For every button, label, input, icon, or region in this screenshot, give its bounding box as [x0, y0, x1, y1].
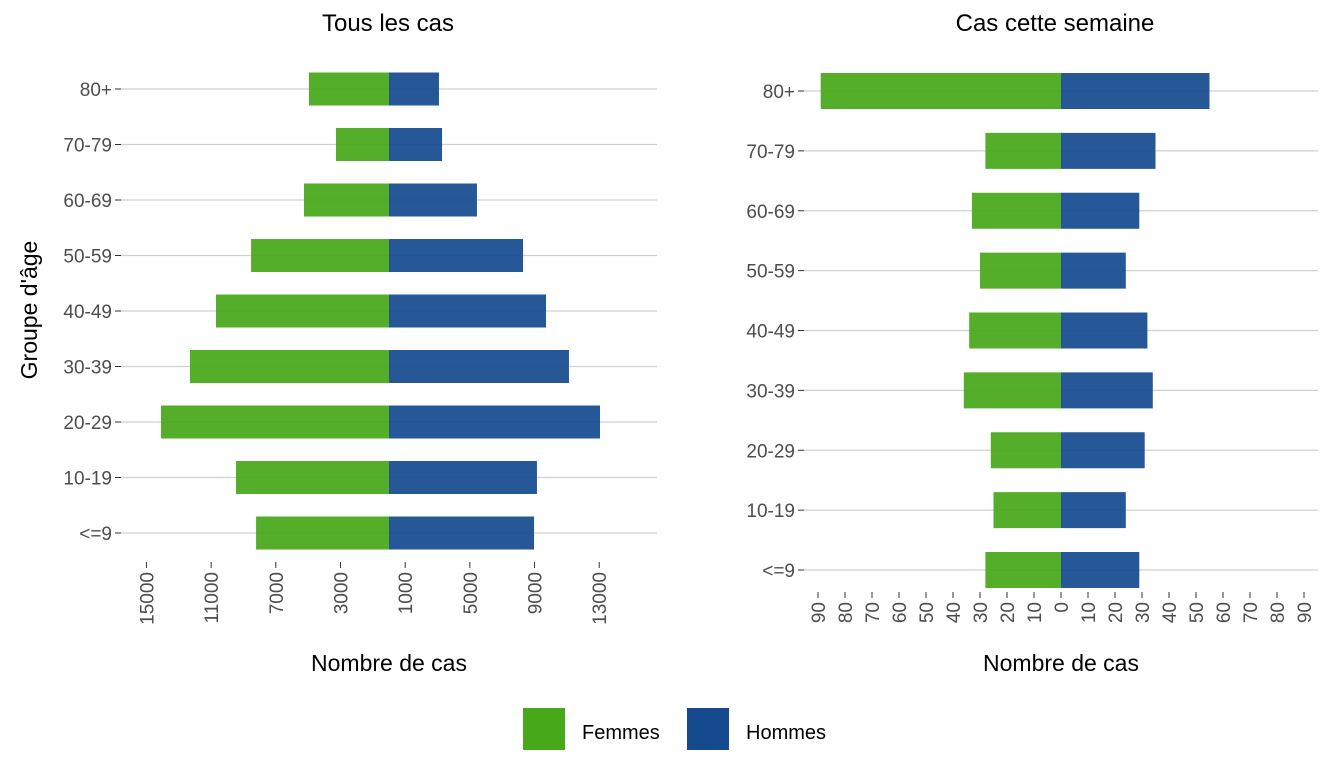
y-tick-label: 80+	[763, 82, 795, 103]
bar-hommes-40-49	[1061, 312, 1148, 349]
bar-hommes-30-39	[389, 350, 569, 383]
bar-hommes-30-39	[1061, 372, 1153, 409]
x-tick-label: 5000	[461, 572, 482, 614]
bar-femmes-40-49	[969, 312, 1061, 349]
bar-femmes-<=9	[985, 552, 1061, 588]
x-tick-label: 70	[1241, 602, 1262, 623]
x-tick-label: 3000	[331, 572, 352, 614]
y-axis-title: Groupe d'âge	[16, 241, 42, 380]
bar-femmes-20-29	[990, 432, 1061, 469]
legend-label-hommes: Hommes	[746, 722, 826, 744]
bar-hommes-<=9	[1061, 552, 1140, 588]
bar-hommes-60-69	[1061, 192, 1140, 229]
x-tick-label: 30	[971, 602, 992, 623]
x-tick-label: 40	[1160, 602, 1181, 623]
legend-label-femmes: Femmes	[582, 722, 660, 744]
x-tick-label: 50	[917, 602, 938, 623]
y-tick-label: 60-69	[63, 191, 112, 212]
x-tick-label: 60	[890, 602, 911, 623]
bar-hommes-50-59	[1061, 252, 1126, 289]
x-tick-label: 9000	[526, 572, 547, 614]
x-tick-label: 10	[1025, 602, 1046, 623]
legend-swatch-femmes	[523, 708, 565, 750]
y-tick-label: 40-49	[746, 322, 795, 343]
y-tick-label: 50-59	[746, 262, 795, 283]
legend-swatch-hommes	[687, 708, 729, 750]
bar-hommes-10-19	[389, 461, 537, 494]
y-tick-label: 30-39	[746, 381, 795, 402]
bar-femmes-10-19	[236, 461, 389, 494]
x-tick-label: 20	[1106, 602, 1127, 623]
bar-hommes-80+	[389, 72, 439, 106]
bar-femmes-50-59	[980, 252, 1061, 289]
bar-hommes-70-79	[1061, 132, 1156, 169]
bar-hommes-40-49	[389, 294, 547, 328]
x-tick-label: 11000	[202, 572, 223, 623]
x-tick-label: 15000	[137, 572, 158, 625]
bar-femmes-40-49	[215, 294, 389, 328]
x-tick-label: 20	[998, 602, 1019, 623]
x-tick-label: 80	[836, 602, 857, 623]
bar-hommes-70-79	[389, 128, 443, 161]
bar-hommes-60-69	[389, 183, 477, 217]
x-tick-label: 7000	[267, 572, 288, 614]
bar-femmes-60-69	[303, 183, 389, 217]
bar-femmes-20-29	[161, 405, 389, 439]
y-tick-label: 50-59	[63, 247, 112, 268]
x-axis-title-right: Nombre de cas	[983, 650, 1139, 676]
chart-title-this-week: Cas cette semaine	[956, 10, 1155, 37]
y-tick-label: 30-39	[63, 358, 112, 379]
x-tick-label: 90	[1295, 602, 1316, 623]
x-tick-label: 0	[1052, 602, 1073, 613]
bar-hommes-50-59	[389, 239, 524, 272]
x-tick-label: 60	[1214, 602, 1235, 623]
x-tick-label: 90	[809, 602, 830, 623]
bar-femmes-10-19	[993, 492, 1061, 529]
x-tick-label: 30	[1133, 602, 1154, 623]
y-tick-label: 70-79	[63, 136, 112, 157]
x-tick-label: 50	[1187, 602, 1208, 623]
bar-hommes-<=9	[389, 516, 535, 550]
x-tick-label: 13000	[590, 572, 611, 625]
y-tick-label: 10-19	[746, 501, 795, 522]
y-tick-label: 10-19	[63, 469, 112, 490]
y-tick-label: 20-29	[746, 441, 795, 462]
y-tick-label: 70-79	[746, 142, 795, 163]
chart-title-all-cases: Tous les cas	[322, 10, 454, 37]
bar-hommes-20-29	[1061, 432, 1145, 469]
x-tick-label: 80	[1268, 602, 1289, 623]
x-tick-label: 10	[1079, 602, 1100, 623]
y-tick-label: <=9	[762, 561, 795, 582]
bar-femmes-80+	[820, 73, 1061, 109]
bar-hommes-20-29	[389, 405, 601, 439]
y-tick-label: 80+	[80, 80, 112, 101]
y-tick-label: 60-69	[746, 202, 795, 223]
y-tick-label: 40-49	[63, 302, 112, 323]
x-tick-label: 1000	[396, 572, 417, 614]
bar-femmes-<=9	[256, 516, 389, 550]
bar-femmes-30-39	[189, 350, 389, 383]
y-tick-label: 20-29	[63, 413, 112, 434]
bar-femmes-60-69	[971, 192, 1061, 229]
x-tick-label: 40	[944, 602, 965, 623]
bar-femmes-80+	[308, 72, 389, 106]
bar-femmes-30-39	[963, 372, 1061, 409]
bar-hommes-80+	[1061, 73, 1210, 109]
bar-hommes-10-19	[1061, 492, 1126, 529]
bar-femmes-50-59	[251, 239, 389, 272]
bar-femmes-70-79	[985, 132, 1061, 169]
y-tick-label: <=9	[79, 524, 112, 545]
x-tick-label: 70	[863, 602, 884, 623]
bar-femmes-70-79	[335, 128, 389, 161]
x-axis-title-left: Nombre de cas	[311, 650, 467, 676]
